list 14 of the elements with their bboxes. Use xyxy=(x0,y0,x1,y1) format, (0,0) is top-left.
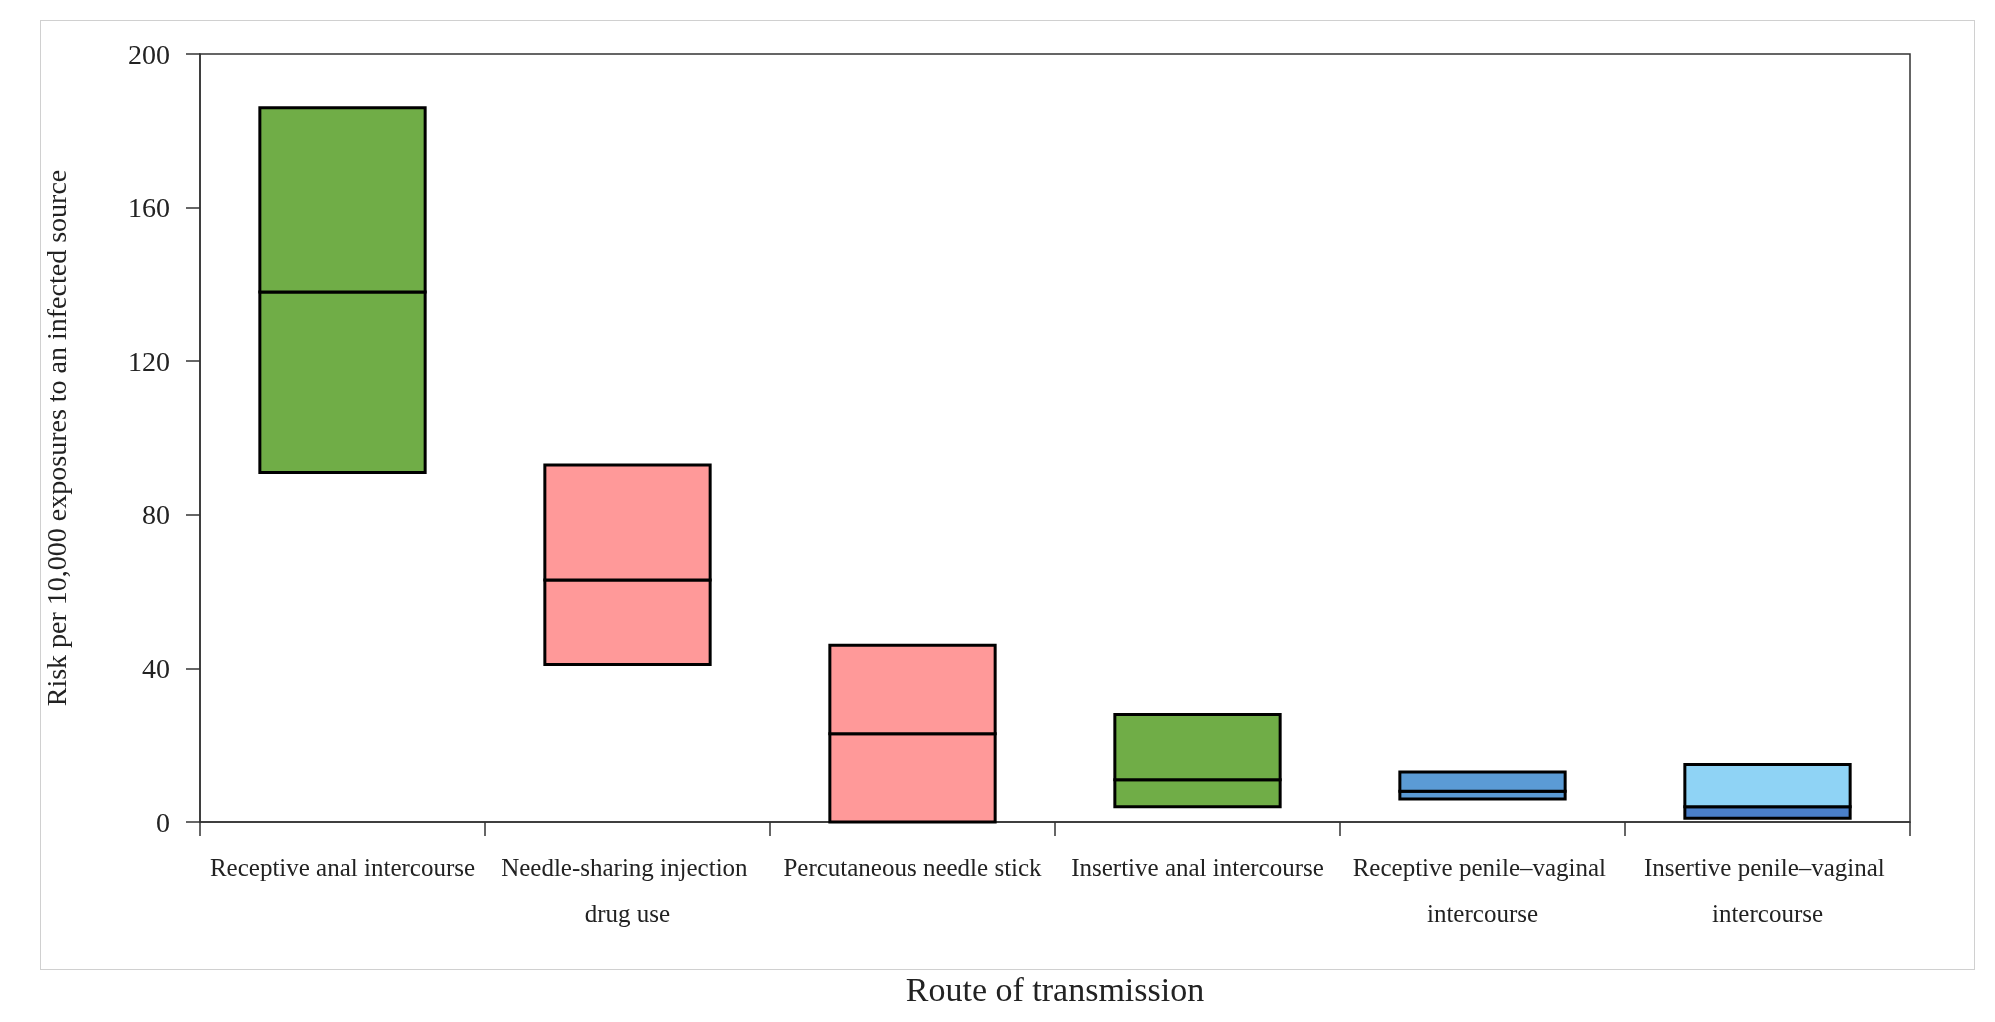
y-tick-label: 0 xyxy=(156,806,170,838)
x-tick-label: Insertive penile–vaginal intercourse xyxy=(1643,853,1892,927)
x-tick-label: Percutaneous needle stick xyxy=(783,853,1043,881)
x-tick-label: Receptive anal intercourse xyxy=(209,853,476,881)
x-tick-label: Needle-sharing injection drug use xyxy=(501,853,754,927)
y-tick-label: 40 xyxy=(142,652,170,684)
y-tick-label: 120 xyxy=(128,345,170,377)
y-tick-label: 160 xyxy=(128,192,170,224)
x-axis-title: Route of transmission xyxy=(905,970,1205,1008)
x-tick-label: Insertive anal intercourse xyxy=(1071,853,1324,881)
y-tick-label: 200 xyxy=(128,38,170,70)
y-axis-title: Risk per 10,000 exposures to an infected source xyxy=(40,169,72,707)
x-tick-label: Receptive penile–vaginal intercourse xyxy=(1352,853,1613,927)
y-tick-label: 80 xyxy=(142,499,170,531)
